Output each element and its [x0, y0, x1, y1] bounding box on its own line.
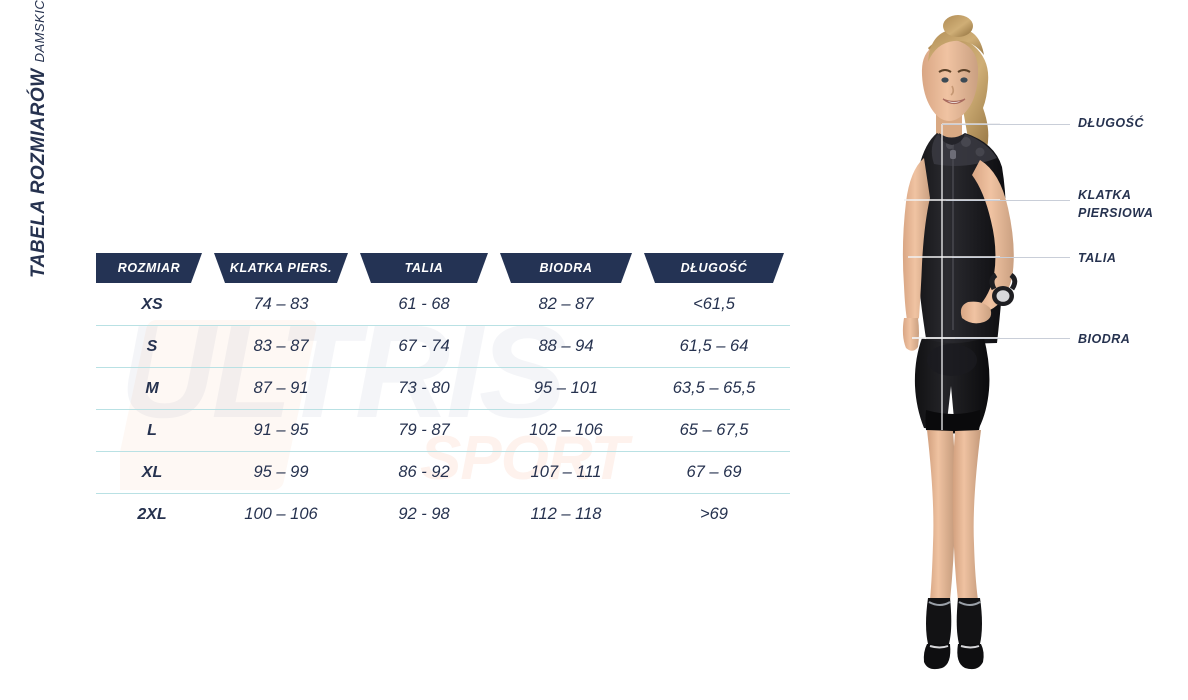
- column-header-length: DŁUGOŚĆ: [638, 252, 790, 284]
- fringe: [928, 28, 984, 62]
- shorts-panel: [927, 344, 977, 376]
- leader-line-waist: [952, 257, 1070, 258]
- table-row: 2XL 100 – 106 92 - 98 112 – 118 >69: [96, 494, 790, 536]
- cell-hips: 107 – 111: [494, 451, 638, 494]
- cell-chest: 87 – 91: [208, 367, 354, 410]
- cell-length: 63,5 – 65,5: [638, 367, 790, 410]
- model-illustration: [902, 15, 1018, 670]
- leader-line-length: [942, 124, 1070, 125]
- nose: [950, 85, 955, 96]
- cell-waist: 73 - 80: [354, 367, 494, 410]
- shoe-logo-left: [929, 645, 949, 649]
- eyebrow-left: [938, 69, 952, 73]
- cell-length: 61,5 – 64: [638, 325, 790, 368]
- leg-left: [927, 430, 956, 601]
- annotation-hips: BIODRA: [1078, 332, 1131, 346]
- cell-size: S: [96, 325, 208, 368]
- header-tab-length: DŁUGOŚĆ: [644, 253, 784, 283]
- hand-left: [902, 318, 919, 351]
- collar: [939, 133, 965, 145]
- column-header-size: ROZMIAR: [96, 252, 208, 284]
- size-table: ROZMIAR KLATKA PIERS. TALIA BIODRA DŁUGO…: [96, 252, 790, 535]
- arm-left: [902, 158, 930, 322]
- sock-logo-right: [958, 601, 981, 606]
- cell-size: 2XL: [137, 505, 167, 523]
- hair-bun: [943, 15, 973, 37]
- cell-hips: 112 – 118: [530, 505, 602, 523]
- model-photo: [800, 0, 1100, 700]
- sock-left: [926, 598, 952, 644]
- column-header-waist: TALIA: [354, 252, 494, 284]
- cell-waist: 92 - 98: [398, 505, 450, 523]
- leader-line-hips: [955, 338, 1070, 339]
- header-tab-waist: TALIA: [360, 253, 488, 283]
- cell-hips: 88 – 94: [494, 325, 638, 368]
- page-title: TABELA ROZMIARÓW DAMSKICH: [28, 0, 68, 278]
- cell-waist: 61 - 68: [354, 284, 494, 326]
- column-header-chest: KLATKA PIERS.: [208, 252, 354, 284]
- cell-length: 65 – 67,5: [638, 409, 790, 452]
- size-table-body: XS 74 – 83 61 - 68 82 – 87 <61,5 S 83 – …: [96, 284, 790, 535]
- arm-right: [972, 160, 1014, 311]
- eye-right: [960, 77, 968, 83]
- table-row: XL 95 – 99 86 - 92 107 – 111 67 – 69: [96, 451, 790, 494]
- lace-dot: [975, 147, 985, 157]
- page-title-main: TABELA ROZMIARÓW: [28, 68, 49, 278]
- leader-line-chest: [946, 200, 1070, 201]
- cell-chest: 83 – 87: [208, 325, 354, 368]
- cell-size: L: [96, 409, 208, 452]
- cell-chest: 100 – 106: [244, 505, 318, 523]
- annotation-length: DŁUGOŚĆ: [1078, 116, 1144, 130]
- page-title-sub: DAMSKICH: [32, 0, 47, 63]
- cell-waist: 67 - 74: [354, 325, 494, 368]
- header-tab-size: ROZMIAR: [96, 253, 202, 283]
- table-row: S 83 – 87 67 - 74 88 – 94 61,5 – 64: [96, 325, 790, 368]
- cell-size: XL: [96, 451, 208, 494]
- annotation-chest: KLATKA PIERSIOWA: [1078, 188, 1154, 221]
- hand-right: [960, 301, 992, 324]
- cell-hips: 102 – 106: [494, 409, 638, 452]
- eye-left: [941, 77, 949, 83]
- cell-waist: 79 - 87: [354, 409, 494, 452]
- foot-right: [957, 644, 984, 670]
- cell-size: M: [96, 367, 208, 410]
- column-header-hips: BIODRA: [494, 252, 638, 284]
- annotation-waist: TALIA: [1078, 251, 1117, 265]
- table-row: M 87 – 91 73 - 80 95 – 101 63,5 – 65,5: [96, 367, 790, 410]
- lace-dot: [961, 137, 971, 147]
- sock-logo-left: [928, 601, 951, 606]
- cell-chest: 95 – 99: [208, 451, 354, 494]
- cell-chest: 74 – 83: [208, 284, 354, 326]
- shorts-hem: [925, 410, 981, 434]
- mouth: [942, 98, 966, 105]
- leg-right: [952, 430, 981, 601]
- table-row: L 91 – 95 79 - 87 102 – 106 65 – 67,5: [96, 409, 790, 452]
- foot-left: [923, 644, 951, 670]
- eyebrow-right: [957, 69, 971, 73]
- sock-right: [956, 598, 982, 644]
- watch-strap: [989, 272, 1018, 291]
- cell-length: <61,5: [638, 284, 790, 326]
- header-tab-hips: BIODRA: [500, 253, 632, 283]
- face: [921, 39, 979, 121]
- cell-chest: 91 – 95: [208, 409, 354, 452]
- header-tab-chest: KLATKA PIERS.: [214, 253, 348, 283]
- watch-dial: [996, 290, 1010, 302]
- cell-hips: 95 – 101: [494, 367, 638, 410]
- size-table-wrapper: ROZMIAR KLATKA PIERS. TALIA BIODRA DŁUGO…: [96, 252, 790, 535]
- cell-length: >69: [700, 505, 728, 523]
- table-header-row: ROZMIAR KLATKA PIERS. TALIA BIODRA DŁUGO…: [96, 252, 790, 284]
- cell-size: XS: [96, 284, 208, 326]
- size-table-head: ROZMIAR KLATKA PIERS. TALIA BIODRA DŁUGO…: [96, 252, 790, 284]
- cell-hips: 82 – 87: [494, 284, 638, 326]
- cell-length: 67 – 69: [638, 451, 790, 494]
- zipper-pull: [950, 150, 956, 159]
- shoe-logo-right: [960, 645, 980, 649]
- table-row: XS 74 – 83 61 - 68 82 – 87 <61,5: [96, 284, 790, 326]
- cell-waist: 86 - 92: [354, 451, 494, 494]
